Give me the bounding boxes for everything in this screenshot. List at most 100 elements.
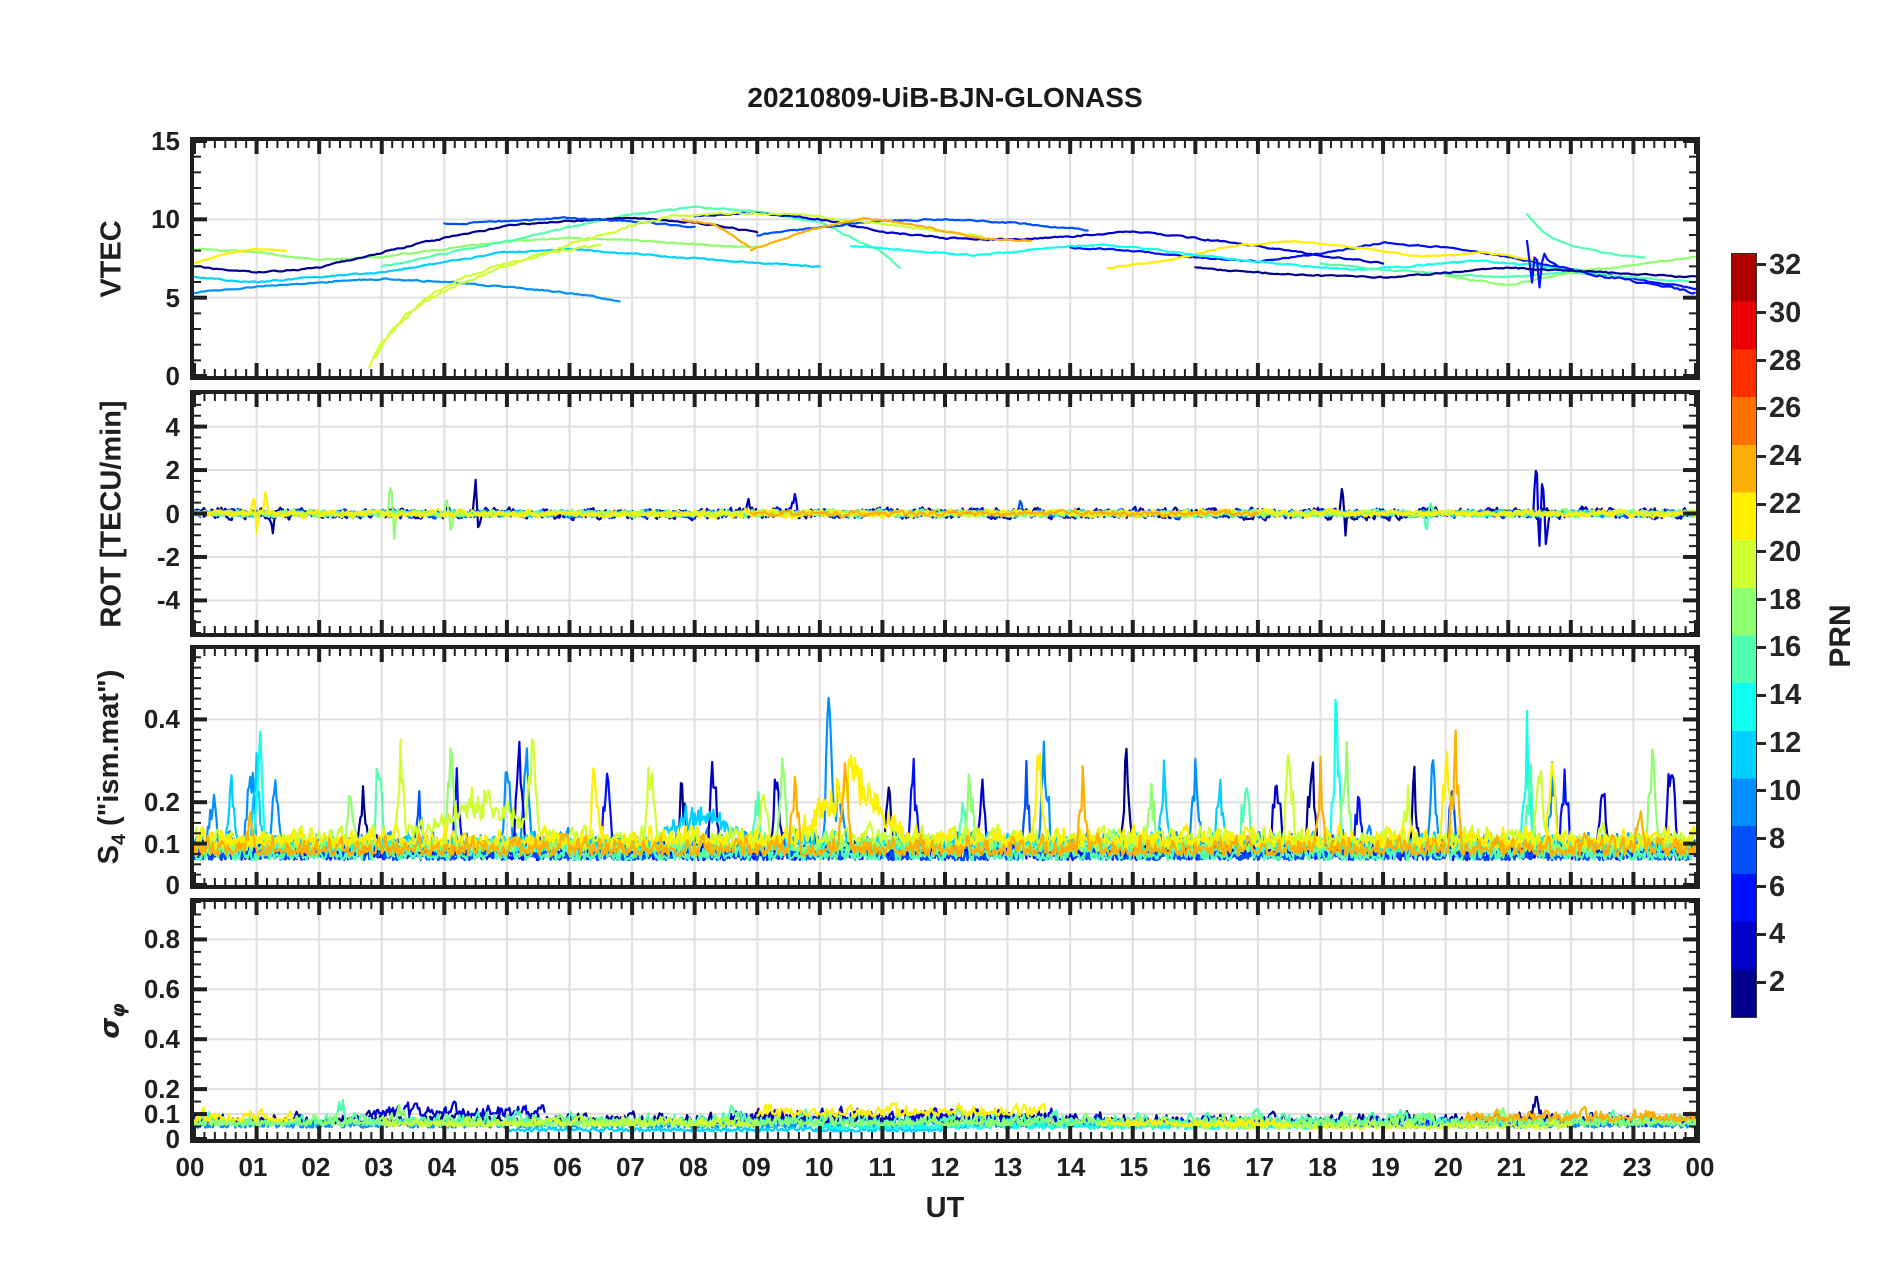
rot-ytick-label: 2: [165, 455, 180, 486]
x-tick-label: 16: [1182, 1152, 1212, 1182]
colorbar-tick-label: 8: [1769, 822, 1786, 855]
x-tick-label: 19: [1370, 1152, 1400, 1182]
series-prn-4: [693, 211, 1385, 265]
s4-ytick-label: 0.1: [143, 828, 180, 859]
colorbar-tick-label: 16: [1769, 631, 1802, 664]
chart-title: 20210809-UiB-BJN-GLONASS: [747, 82, 1143, 113]
series-prn-14: [849, 243, 1604, 274]
colorbar-tick: [1757, 263, 1766, 267]
sigma-phi-series: [194, 1095, 1696, 1133]
x-tick-label: 17: [1245, 1152, 1275, 1182]
series-prn-22: [756, 1102, 1047, 1118]
prn-colorbar: [1731, 253, 1757, 1018]
x-tick-label: 21: [1496, 1152, 1526, 1182]
colorbar-tick-label: 20: [1769, 535, 1802, 568]
colorbar-tick-label: 4: [1769, 918, 1786, 951]
x-tick-label: 10: [804, 1152, 834, 1182]
series-prn-24: [749, 508, 1260, 519]
vtec-panel: [190, 137, 1700, 380]
colorbar-tick: [1757, 932, 1766, 936]
x-tick-label: 14: [1056, 1152, 1086, 1182]
sigma-phi-ytick-label: 0.4: [143, 1024, 180, 1055]
x-tick-label: 13: [993, 1152, 1023, 1182]
colorbar-tick: [1757, 502, 1766, 506]
s4-plot-area: [194, 649, 1696, 885]
colorbar-tick: [1757, 789, 1766, 793]
series-prn-24: [749, 216, 1033, 252]
series-prn-18: [194, 236, 759, 262]
s4-panel: [190, 645, 1700, 889]
sigma-phi-ytick-label: 0.2: [143, 1074, 180, 1105]
colorbar-tick-label: 14: [1769, 679, 1802, 712]
series-prn-15: [1525, 213, 1646, 259]
rot-ytick-label: -2: [156, 541, 180, 572]
rot-series: [194, 469, 1696, 547]
colorbar-tick-label: 22: [1769, 488, 1802, 521]
x-tick-label: 07: [615, 1152, 645, 1182]
x-tick-label: 23: [1622, 1152, 1652, 1182]
sigma-phi-plot-area: [194, 902, 1696, 1139]
colorbar-tick: [1757, 645, 1766, 649]
series-prn-2: [1194, 266, 1696, 279]
tick-marks: [194, 902, 1696, 1139]
series-prn-24: [194, 729, 1696, 858]
x-tick-label: 11: [868, 1152, 896, 1182]
colorbar-tick: [1757, 741, 1766, 745]
colorbar-tick: [1757, 454, 1766, 458]
vtec-series: [194, 205, 1696, 369]
series-prn-20: [380, 1115, 759, 1128]
x-tick-label: 15: [1119, 1152, 1149, 1182]
rot-ytick-label: 0: [165, 498, 180, 529]
x-tick-label: 20: [1433, 1152, 1463, 1182]
x-tick-label: 09: [741, 1152, 771, 1182]
gridlines: [194, 902, 1696, 1139]
colorbar-tick-label: 10: [1769, 774, 1802, 807]
vtec-ytick-label: 10: [151, 204, 180, 235]
colorbar-tick-label: 18: [1769, 583, 1802, 616]
series-prn-22: [194, 491, 1696, 535]
series-prn-18: [1444, 255, 1696, 286]
vtec-ytick-label: 0: [165, 361, 180, 391]
x-tick-label: 12: [930, 1152, 960, 1182]
vtec-ytick-label: 15: [151, 126, 180, 156]
colorbar-tick-label: 12: [1769, 727, 1802, 760]
x-tick-label: 00: [1685, 1152, 1715, 1182]
x-tick-label: 05: [490, 1152, 520, 1182]
series-prn-12: [505, 1125, 947, 1133]
series-prn-5: [1525, 239, 1696, 295]
series-prn-10: [194, 277, 621, 303]
series-prn-2: [194, 216, 759, 274]
series-prn-8: [443, 216, 696, 229]
s4-series: [194, 696, 1696, 862]
rot-ytick-label: -4: [156, 585, 180, 616]
x-tick-label: 04: [427, 1152, 457, 1182]
series-prn-12: [194, 247, 821, 284]
series-prn-24: [1463, 1105, 1696, 1123]
colorbar-tick: [1757, 311, 1766, 315]
series-prn-22: [194, 247, 288, 265]
x-tick-label: 22: [1559, 1152, 1589, 1182]
tick-marks: [194, 141, 1696, 376]
series-prn-16: [380, 205, 902, 270]
vtec-ytick-label: 5: [165, 282, 180, 313]
s4-ytick-label: 0.2: [143, 787, 180, 818]
s4-ytick-label: 0: [165, 870, 180, 900]
series-prn-22: [194, 1106, 296, 1123]
colorbar-tick-label: 26: [1769, 392, 1802, 425]
series-prn-16: [1319, 262, 1696, 283]
x-tick-label: 08: [678, 1152, 708, 1182]
x-tick-label: 02: [301, 1152, 331, 1182]
series-prn-22: [1106, 239, 1540, 270]
sigma-phi-ytick-label: 0.6: [143, 974, 180, 1005]
series-prn-19: [374, 243, 602, 359]
rot-ytick-label: 4: [165, 411, 180, 442]
x-tick-label: 03: [364, 1152, 394, 1182]
series-prn-18: [194, 1103, 1696, 1128]
sigma-phi-ytick-label: 0: [165, 1124, 180, 1154]
sigma-phi-ytick-label: 0.8: [143, 924, 180, 955]
x-tick-label: 18: [1308, 1152, 1337, 1182]
colorbar-tick-label: 32: [1769, 248, 1802, 281]
colorbar-tick-label: 2: [1769, 966, 1786, 999]
tick-marks: [194, 394, 1696, 633]
